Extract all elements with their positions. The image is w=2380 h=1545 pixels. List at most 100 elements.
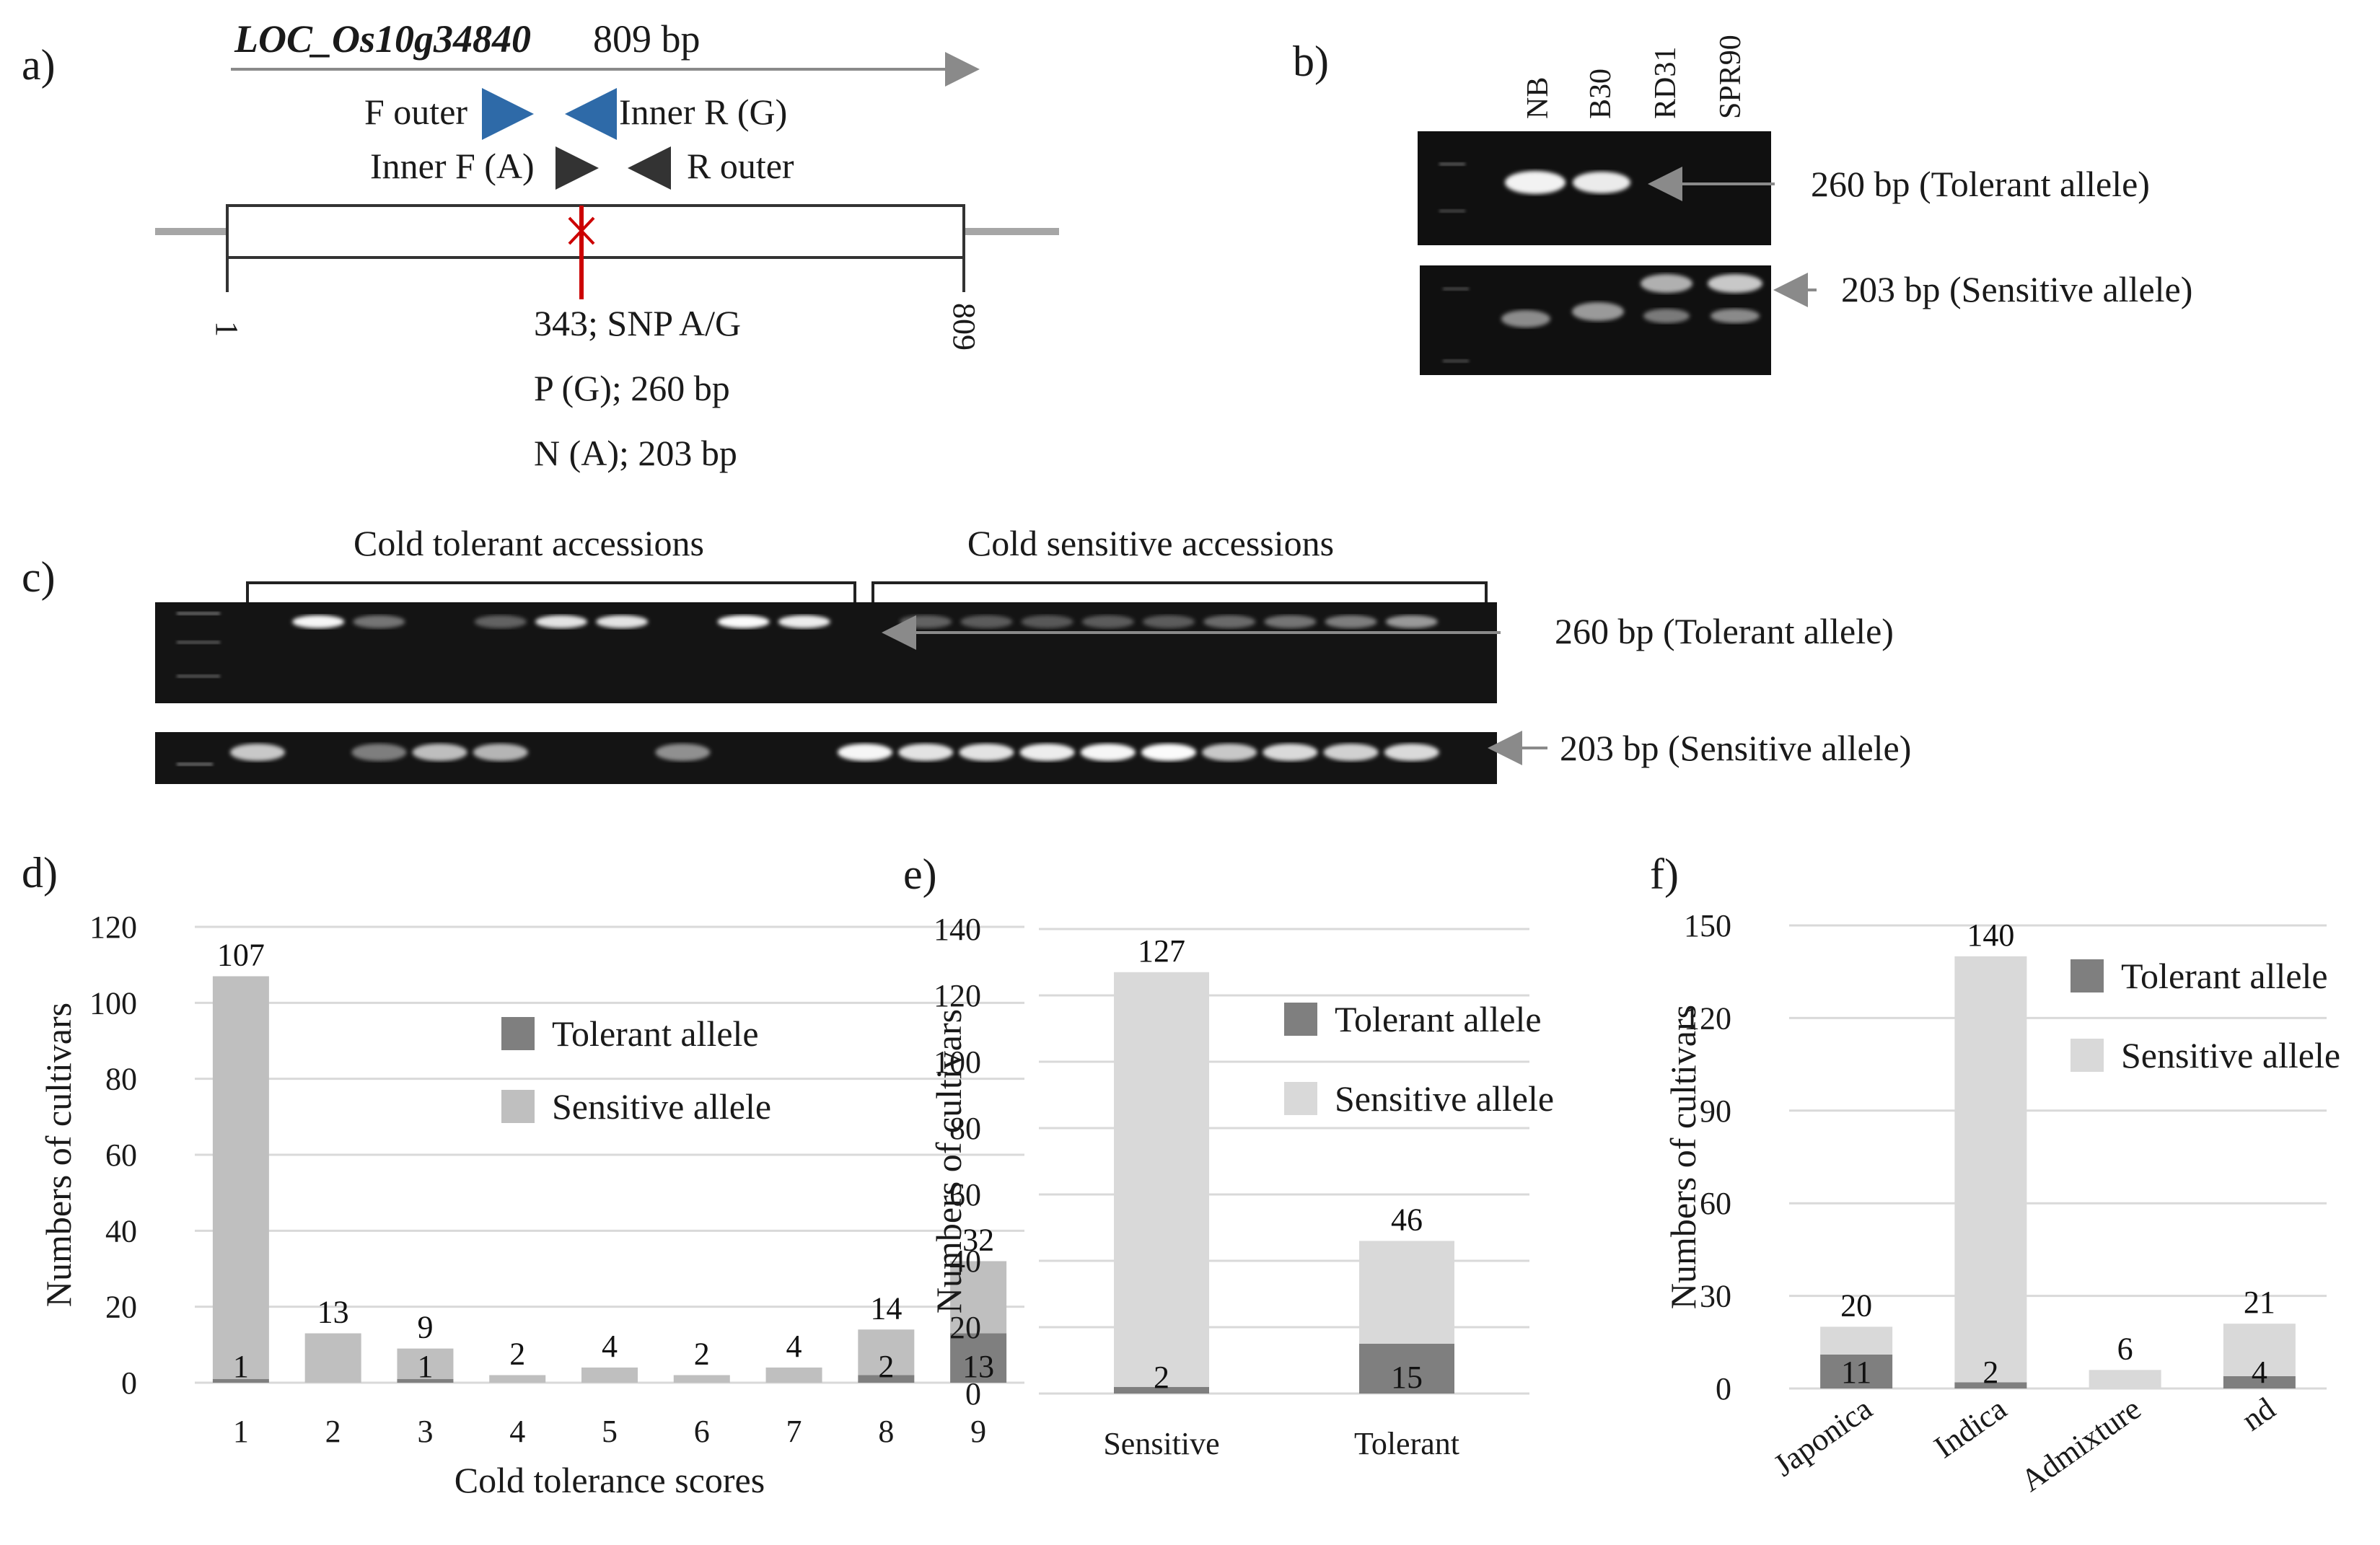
bar-sensitive [950,1261,1007,1334]
y-axis-title: Numbers of cultivars [38,1003,79,1307]
total-label: 21 [2244,1285,2275,1320]
band-nb-260 [1505,171,1566,194]
bar-tolerant [397,1378,454,1383]
gel-c-band-203 [351,744,407,761]
gel-c-band-260 [1203,615,1256,628]
gel-c-band-203 [412,744,467,761]
gel-c-band-260 [535,615,587,628]
y-tick-label: 60 [949,1177,981,1212]
legend-swatch-tolerant [1284,1003,1317,1036]
snp-position-label: 343; SNP A/G [534,303,741,343]
x-tick-label: Tolerant [1354,1426,1459,1461]
band-nb-203 [1501,310,1550,327]
y-tick-label: 40 [105,1213,137,1249]
y-tick-label: 20 [105,1290,137,1325]
x-tick-label: 6 [694,1414,710,1449]
x-tick-label: 5 [602,1414,618,1449]
gel-c-label-203: 203 bp (Sensitive allele) [1560,728,1911,768]
gel-c-band-260 [596,615,649,628]
snp-cross-b [568,216,595,245]
bar-sensitive [1954,956,2027,1383]
gel-c-band-203 [1080,744,1136,761]
y-axis-title: Numbers of cultivars [1663,1005,1703,1309]
panel-c-letter: c) [22,553,56,601]
y-tick-label: 140 [934,912,981,947]
x-tick-label: Sensitive [1103,1426,1219,1461]
bar-sensitive [765,1367,822,1383]
total-label: 20 [1840,1288,1872,1323]
panel-c: c) Cold tolerant accessions Cold sensiti… [22,523,1911,784]
panel-b: b) NB B30 RD31 SPR90 260 bp (Tolerant al… [1293,35,2192,375]
bar-sensitive [304,1333,361,1383]
x-tick-label: 9 [970,1414,986,1449]
bar-sensitive [397,1348,454,1379]
y-tick-label: 40 [949,1244,981,1279]
bar-tolerant [858,1375,915,1383]
y-tick-label: 120 [89,910,137,945]
band-b30-260 [1573,172,1630,193]
bar-sensitive [489,1375,546,1383]
gel-c-band-203 [230,744,285,761]
f-outer-label: F outer [364,92,467,132]
x-tick-label: 2 [325,1414,341,1449]
group-label-tolerant: Cold tolerant accessions [354,523,704,563]
legend-label-tolerant: Tolerant allele [2121,956,2328,996]
tolerant-count-label: 4 [2252,1355,2267,1390]
y-tick-label: 0 [965,1376,981,1412]
tolerant-count-label: 13 [962,1349,994,1384]
y-tick-label: 80 [105,1062,137,1097]
bar-tolerant [2223,1375,2296,1388]
y-tick-label: 80 [949,1111,981,1146]
lane-label-rd31: RD31 [1649,47,1682,119]
gel-c-band-260 [1021,615,1073,628]
gel-c-band-203 [959,744,1014,761]
legend-swatch-sensitive [2071,1039,2104,1072]
y-tick-label: 0 [121,1365,137,1401]
x-tick-label: 4 [509,1414,525,1449]
panel-letter: e) [903,850,937,898]
bar-sensitive [2089,1370,2161,1388]
total-label: 46 [1391,1202,1423,1237]
chart-e: e) 0 20 40 60 80 100 120 140 Numbers of cultivars… [903,850,1554,1461]
gel-c-band-203 [1141,744,1196,761]
bar-sensitive [673,1375,730,1383]
x-tick-label: 1 [233,1414,249,1449]
gel-c-top [155,602,1497,703]
band-rd31-upper [1641,274,1692,293]
legend-swatch-sensitive [501,1090,535,1123]
gel-c-band-203 [1202,744,1257,761]
gel-c-band-260 [1143,615,1195,628]
legend-label-sensitive: Sensitive allele [2121,1035,2340,1075]
y-tick-label: 150 [1684,908,1731,943]
y-tick-label: 100 [934,1044,981,1080]
total-label: 6 [2117,1331,2133,1366]
bar-tolerant [1359,1344,1454,1394]
lane-label-nb: NB [1521,77,1555,119]
tolerant-count-label: 15 [1391,1360,1423,1395]
band-spr90-upper [1708,274,1762,293]
legend-label-sensitive: Sensitive allele [1335,1078,1554,1119]
tolerant-count-label: 1 [233,1349,249,1384]
bar-tolerant [212,1378,269,1383]
total-label: 4 [602,1329,618,1364]
x-tick-label: 3 [417,1414,433,1449]
tolerant-count-label: 2 [1154,1360,1169,1395]
band-b30-203 [1572,302,1624,321]
legend-swatch-tolerant [2071,959,2104,992]
x-tick-label: nd [2235,1391,2281,1438]
gel-c-band-260 [1264,615,1317,628]
lane-label-spr90: SPR90 [1714,35,1747,119]
bar-sensitive [581,1367,638,1383]
gel-c-band-260 [900,615,952,628]
total-label: 140 [1967,917,2014,953]
band-spr90-203 [1711,309,1760,323]
gel-b-label-260: 260 bp (Tolerant allele) [1811,164,2150,204]
inner-f-label: Inner F (A) [370,146,535,186]
y-tick-label: 30 [1700,1279,1731,1314]
panel-letter: d) [22,849,58,897]
lane-label-b30: B30 [1584,69,1617,119]
tolerant-count-label: 2 [1982,1355,1998,1390]
panel-letter: f) [1650,850,1679,898]
y-axis-title: Numbers of cultivars [928,1009,969,1313]
